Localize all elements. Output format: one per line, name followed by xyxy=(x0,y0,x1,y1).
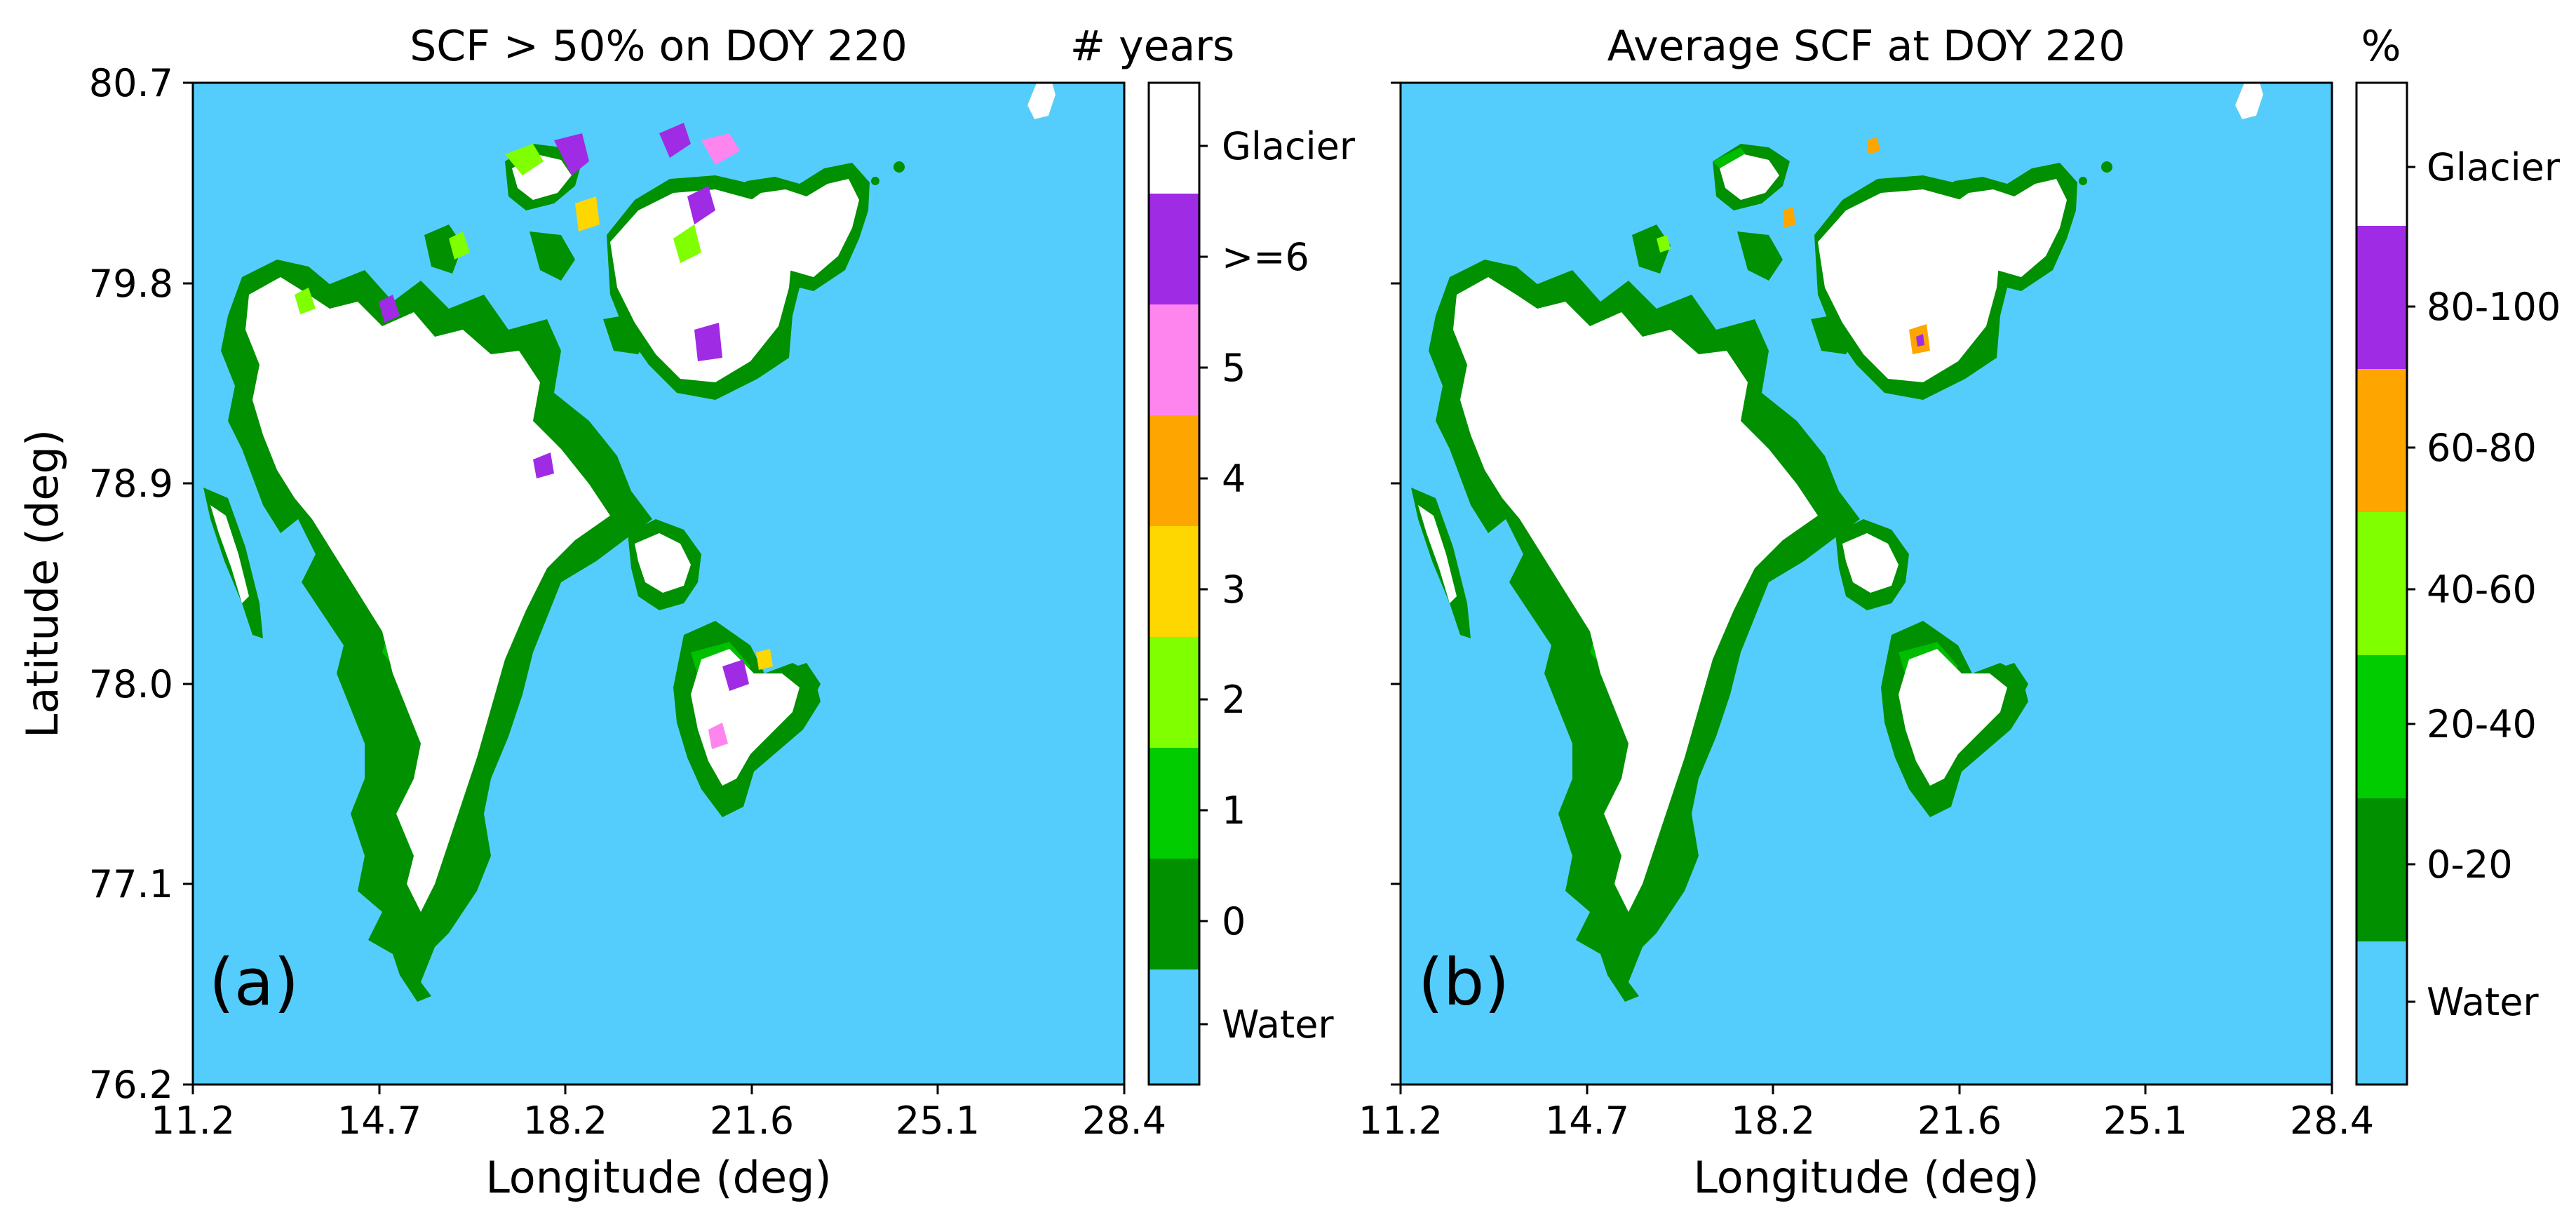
colorbar-label: 0 xyxy=(1222,899,1246,944)
colorbar-swatch xyxy=(2356,226,2407,369)
panel-b: (b) Average SCF at DOY 220 11.2 14.7 18.… xyxy=(1358,22,2561,1203)
map-b-frame xyxy=(1399,81,2333,1086)
colorbar-swatch xyxy=(2356,512,2407,655)
map-b: (b) xyxy=(1399,81,2333,1086)
panel-b-title: Average SCF at DOY 220 xyxy=(1607,22,2126,71)
colorbar-label: 40-60 xyxy=(2427,568,2537,612)
panel-a-y-axis: 80.7 79.8 78.9 78.0 77.1 76.2 Latitude (… xyxy=(17,61,193,1107)
colorbar-label: >=6 xyxy=(1222,235,1309,279)
map-a-viewport xyxy=(203,83,1056,1002)
panel-b-y-axis xyxy=(1391,81,1401,1086)
colorbar-b-title: % xyxy=(2361,22,2401,71)
x-tick-label: 18.2 xyxy=(523,1099,607,1143)
panel-a: (a) SCF > 50% on DOY 220 11.2 14.7 18.2 … xyxy=(17,22,1356,1203)
colorbar-label: 4 xyxy=(1222,457,1246,501)
y-tick-label: 80.7 xyxy=(89,61,173,105)
colorbar-label: Water xyxy=(1222,1002,1334,1047)
panel-b-label: (b) xyxy=(1418,945,1509,1020)
colorbar-swatch xyxy=(2356,369,2407,512)
x-tick-label: 11.2 xyxy=(151,1099,235,1143)
colorbar-swatch xyxy=(1149,969,1199,1085)
colorbar-swatch xyxy=(1149,304,1199,415)
y-tick-label: 78.0 xyxy=(89,662,173,706)
map-a-glacier xyxy=(210,83,1056,912)
x-axis-label: Longitude (deg) xyxy=(485,1152,831,1203)
colorbar-label: 60-80 xyxy=(2427,426,2537,470)
x-tick-label: 25.1 xyxy=(896,1099,980,1143)
panel-a-label: (a) xyxy=(209,945,299,1020)
colorbar-swatch xyxy=(1149,415,1199,526)
colorbar-swatch xyxy=(2356,941,2407,1085)
colorbar-a: # years Glacier >=6 5 4 3 2 xyxy=(1070,22,1356,1086)
colorbar-a-frame xyxy=(1147,81,1201,1086)
colorbar-swatch xyxy=(2356,655,2407,798)
colorbar-swatch xyxy=(2356,798,2407,941)
colorbar-label: Water xyxy=(2427,980,2539,1024)
colorbar-b-frame xyxy=(2355,81,2408,1086)
colorbar-swatch xyxy=(2356,83,2407,226)
x-tick-label: 11.2 xyxy=(1358,1099,1443,1143)
map-b-snow-classes xyxy=(1657,137,1930,354)
map-b-glacier xyxy=(1418,83,2263,912)
colorbar-label: 2 xyxy=(1222,678,1246,722)
x-tick-label: 18.2 xyxy=(1731,1099,1815,1143)
colorbar-swatch xyxy=(1149,637,1199,748)
y-tick-label: 76.2 xyxy=(89,1063,173,1107)
colorbar-label: 3 xyxy=(1222,568,1246,612)
colorbar-swatch xyxy=(1149,748,1199,859)
colorbar-label: 20-40 xyxy=(2427,702,2537,746)
y-axis-label: Latitude (deg) xyxy=(17,429,68,738)
colorbar-label: 1 xyxy=(1222,788,1246,833)
x-tick-label: 25.1 xyxy=(2103,1099,2187,1143)
x-tick-label: 14.7 xyxy=(337,1099,422,1143)
colorbar-label: Glacier xyxy=(1222,124,1356,168)
x-tick-label: 28.4 xyxy=(1082,1099,1166,1143)
y-tick-label: 79.8 xyxy=(89,262,173,306)
colorbar-swatch xyxy=(1149,83,1199,194)
colorbar-label: 80-100 xyxy=(2427,285,2561,329)
colorbar-swatch xyxy=(1149,194,1199,304)
map-a: (a) xyxy=(191,81,1126,1086)
map-a-frame xyxy=(191,81,1126,1086)
colorbar-b: % Glacier 80-100 60-80 40-60 20-40 0-20 … xyxy=(2355,22,2561,1086)
x-tick-label: 28.4 xyxy=(2290,1099,2374,1143)
colorbar-label: 5 xyxy=(1222,346,1246,390)
colorbar-label: Glacier xyxy=(2427,145,2561,189)
panel-b-x-axis: 11.2 14.7 18.2 21.6 25.1 28.4 Longitude … xyxy=(1358,1085,2374,1203)
y-tick-label: 78.9 xyxy=(89,462,173,506)
y-tick-label: 77.1 xyxy=(89,862,173,906)
colorbar-swatch xyxy=(1149,859,1199,969)
map-b-viewport xyxy=(1411,83,2263,1002)
panel-a-x-axis: 11.2 14.7 18.2 21.6 25.1 28.4 Longitude … xyxy=(151,1085,1166,1203)
x-axis-label: Longitude (deg) xyxy=(1693,1152,2039,1203)
x-tick-label: 21.6 xyxy=(710,1099,794,1143)
colorbar-a-title: # years xyxy=(1070,22,1234,71)
colorbar-swatch xyxy=(1149,526,1199,637)
panel-a-title: SCF > 50% on DOY 220 xyxy=(410,22,908,71)
map-a-snow-years xyxy=(295,123,773,749)
colorbar-label: 0-20 xyxy=(2427,843,2513,887)
x-tick-label: 14.7 xyxy=(1545,1099,1629,1143)
x-tick-label: 21.6 xyxy=(1917,1099,2002,1143)
